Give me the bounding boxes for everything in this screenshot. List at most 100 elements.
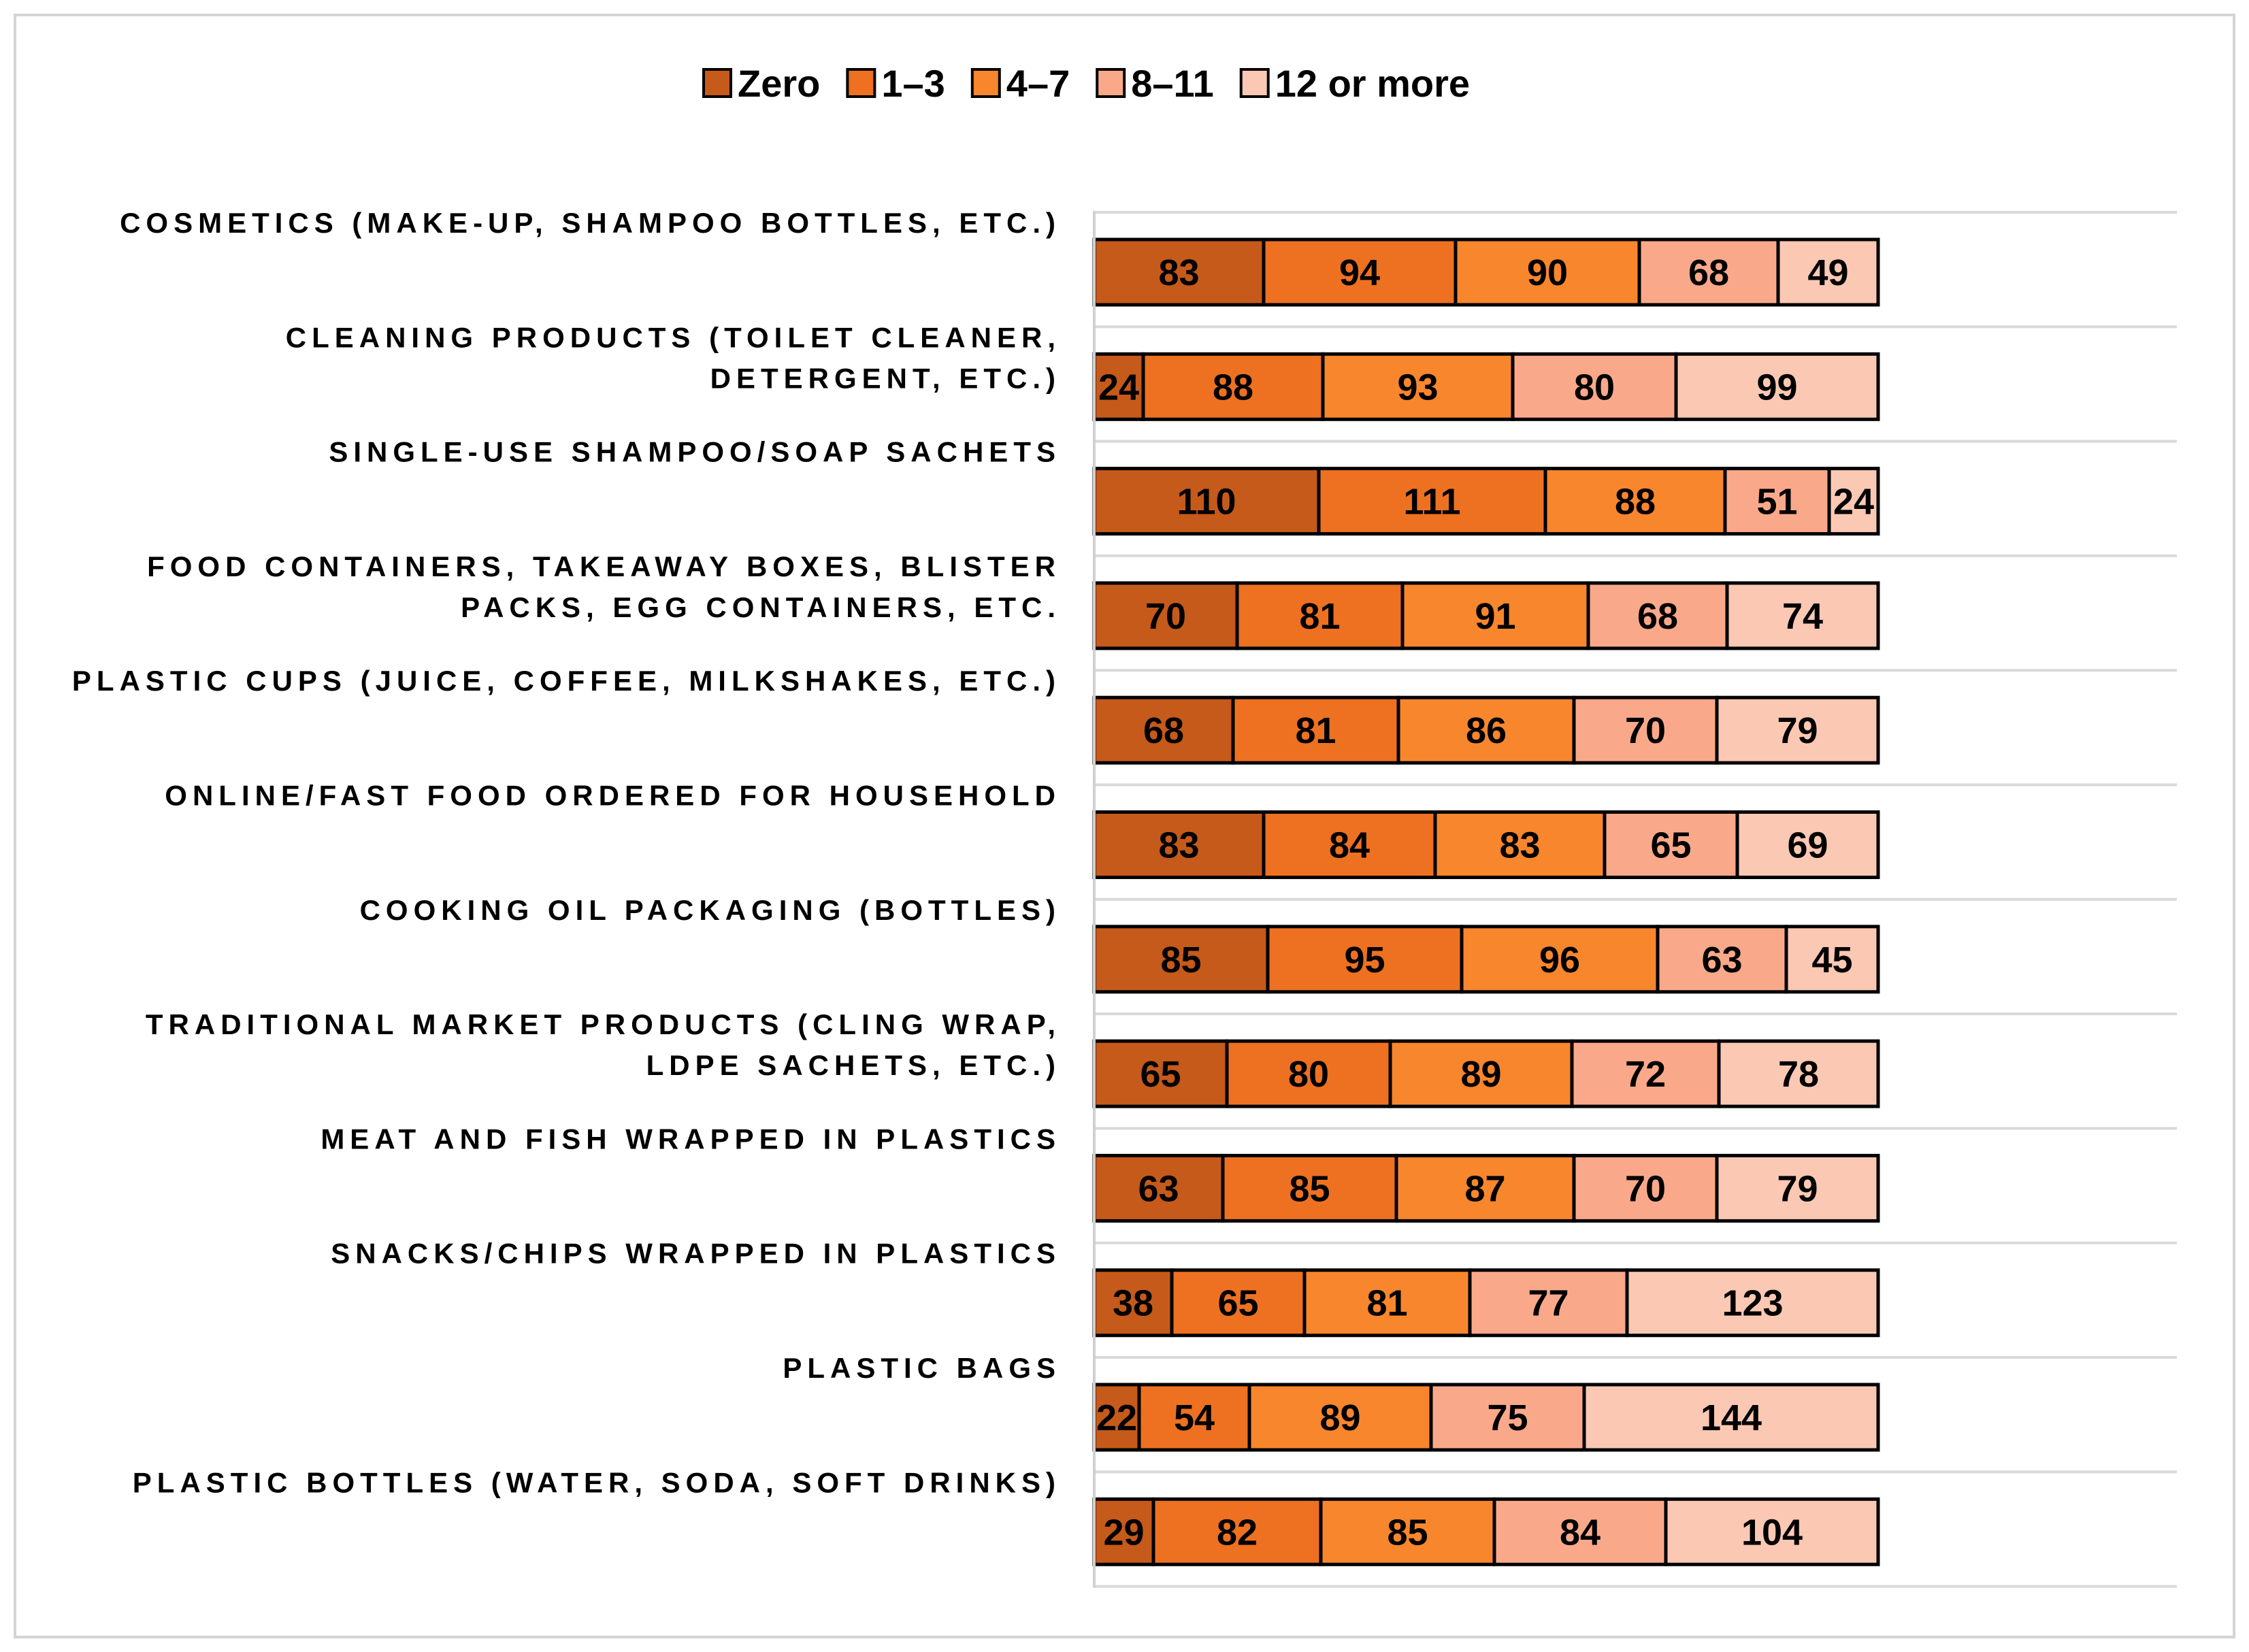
bar-segment-zero [1092,1497,1155,1566]
bar-segment-4-7 [1433,810,1607,879]
category-label: TRADITIONAL MARKET PRODUCTS (CLING WRAP, [146,1008,1061,1040]
data-label: 111 [1403,482,1460,523]
bar-segment-12-or-more [1674,352,1880,421]
bar-segment-zero [1092,1383,1141,1452]
data-label: 83 [1158,252,1199,293]
data-label: 110 [1177,482,1236,523]
bar-segment-4-7 [1454,237,1641,307]
data-label: 84 [1560,1512,1600,1553]
category-label: COOKING OIL PACKAGING (BOTTLES) [360,894,1061,926]
category-label: SNACKS/CHIPS WRAPPED IN PLASTICS [331,1238,1061,1270]
data-label: 93 [1397,367,1438,408]
data-label: 74 [1782,596,1823,637]
data-label: 75 [1487,1398,1528,1438]
data-label: 99 [1756,367,1797,408]
data-label: 83 [1158,825,1199,866]
bar-segment-1-3 [1221,1153,1398,1223]
category-label: SINGLE-USE SHAMPOO/SOAP SACHETS [329,436,1061,468]
bar-segment-4-7 [1388,1039,1574,1108]
bar-segment-1-3 [1137,1383,1251,1452]
legend-label-12-or-more: 12 or more [1275,62,1470,105]
gridlines [1094,211,2177,1588]
bar-segment-12-or-more [1625,1268,1880,1338]
category-label: CLEANING PRODUCTS (TOILET CLEANER, [286,321,1061,353]
category-label: FOOD CONTAINERS, TAKEAWAY BOXES, BLISTER [147,550,1061,582]
bar-segment-1-3 [1170,1268,1307,1338]
bar-segment-12-or-more [1582,1383,1880,1452]
data-label: 63 [1138,1168,1179,1209]
data-label: 81 [1295,710,1336,751]
bar-segment-8-11 [1429,1383,1586,1452]
bar-segment-12-or-more [1664,1497,1880,1566]
bar-segment-zero [1092,581,1239,650]
data-label: 70 [1145,596,1186,637]
data-label: 79 [1777,1168,1818,1209]
bar-segment-1-3 [1231,695,1400,765]
category-label: LDPE SACHETS, ETC.) [646,1049,1061,1081]
bar-segment-4-7 [1319,1497,1496,1566]
bar-segment-12-or-more [1735,810,1880,879]
bar-segment-1-3 [1235,581,1405,650]
category-label: COSMETICS (MAKE-UP, SHAMPOO BOTTLES, ETC… [120,207,1061,239]
data-label: 69 [1787,825,1828,866]
bar-segment-4-7 [1543,467,1727,536]
legend-label-8-11: 8–11 [1131,62,1214,105]
data-label: 87 [1464,1168,1505,1209]
bar-segment-4-7 [1460,925,1660,994]
data-label: 51 [1756,482,1797,523]
legend-swatch-1-3 [846,68,876,98]
bar-segment-8-11 [1511,352,1678,421]
bar-segment-8-11 [1572,1153,1719,1223]
bar-segment-12-or-more [1776,237,1880,307]
category-labels: COSMETICS (MAKE-UP, SHAMPOO BOTTLES, ETC… [72,207,1061,1498]
data-label: 29 [1103,1512,1144,1553]
bar-segment-4-7 [1247,1383,1433,1452]
bar-segment-1-3 [1262,237,1458,307]
bar-segment-12-or-more [1715,1153,1880,1223]
data-label: 38 [1113,1283,1153,1324]
data-label: 68 [1637,596,1678,637]
data-label: 85 [1160,940,1201,980]
data-label: 90 [1527,252,1568,293]
data-label: 65 [1217,1283,1258,1324]
data-label: 86 [1466,710,1507,751]
bar-segment-12-or-more [1725,581,1880,650]
bars: 83 94 90 68 49 24 88 93 80 99 110 111 88 51 24 70 81 91 68… [1092,237,1880,1566]
legend-swatch-8-11 [1096,68,1126,98]
data-label: 85 [1387,1512,1428,1553]
data-label: 68 [1688,252,1729,293]
legend-label-4-7: 4–7 [1006,62,1070,105]
data-label: 94 [1339,252,1380,293]
chart-frame: Zero 1–3 4–7 8–11 12 or more COSMETICS (MAKE… [14,14,2235,1638]
bar-segment-8-11 [1492,1497,1668,1566]
bar-segment-zero [1092,810,1266,879]
bar-segment-8-11 [1656,925,1788,994]
bar-segment-8-11 [1723,467,1831,536]
data-label: 91 [1475,596,1515,637]
data-label: 24 [1098,367,1139,408]
data-label: 89 [1460,1054,1501,1095]
bar-segment-1-3 [1151,1497,1323,1566]
bar-segment-4-7 [1394,1153,1576,1223]
data-label: 88 [1615,482,1656,523]
data-label: 104 [1741,1512,1803,1553]
bar-segment-1-3 [1225,1039,1392,1108]
data-label: 81 [1366,1283,1407,1324]
data-label: 85 [1289,1168,1330,1209]
data-label: 78 [1778,1054,1819,1095]
data-label: 123 [1722,1283,1783,1324]
data-label: 24 [1833,482,1874,523]
data-label: 72 [1625,1054,1666,1095]
bar-segment-8-11 [1572,695,1719,765]
bar-segment-12-or-more [1827,467,1880,536]
bar-segment-8-11 [1637,237,1780,307]
category-label: PLASTIC BAGS [783,1352,1061,1384]
category-label: ONLINE/FAST FOOD ORDERED FOR HOUSEHOLD [165,780,1061,812]
bar-segment-12-or-more [1717,1039,1880,1108]
data-label: 70 [1625,1168,1666,1209]
data-label: 65 [1140,1054,1181,1095]
category-label: DETERGENT, ETC.) [710,362,1061,394]
data-label: 54 [1174,1398,1215,1438]
legend-swatch-12-or-more [1239,68,1270,98]
data-label: 80 [1574,367,1615,408]
